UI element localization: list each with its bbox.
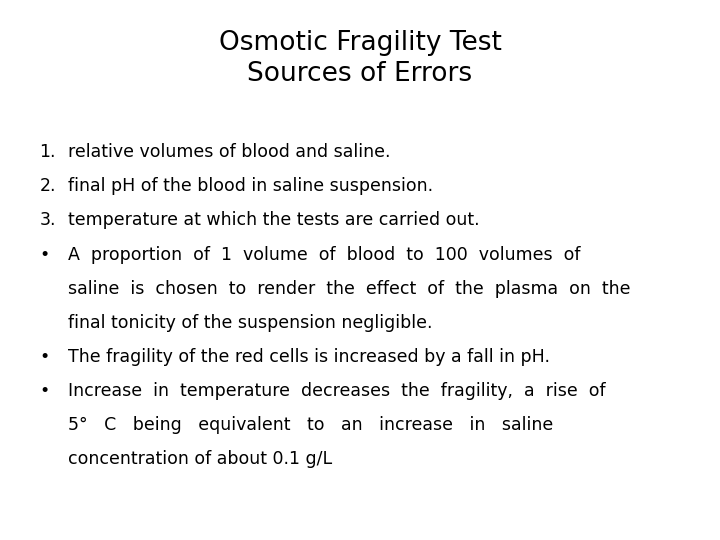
Text: 1.: 1. [40,143,56,161]
Text: Increase  in  temperature  decreases  the  fragility,  a  rise  of: Increase in temperature decreases the fr… [68,382,606,400]
Text: final pH of the blood in saline suspension.: final pH of the blood in saline suspensi… [68,177,433,195]
Text: concentration of about 0.1 g/L: concentration of about 0.1 g/L [68,450,333,468]
Text: final tonicity of the suspension negligible.: final tonicity of the suspension negligi… [68,314,433,332]
Text: •: • [40,246,50,264]
Text: 2.: 2. [40,177,56,195]
Text: Osmotic Fragility Test
Sources of Errors: Osmotic Fragility Test Sources of Errors [219,30,501,87]
Text: •: • [40,348,50,366]
Text: temperature at which the tests are carried out.: temperature at which the tests are carri… [68,211,480,229]
Text: 5°   C   being   equivalent   to   an   increase   in   saline: 5° C being equivalent to an increase in … [68,416,554,434]
Text: 3.: 3. [40,211,56,229]
Text: A  proportion  of  1  volume  of  blood  to  100  volumes  of: A proportion of 1 volume of blood to 100… [68,246,581,264]
Text: relative volumes of blood and saline.: relative volumes of blood and saline. [68,143,391,161]
Text: •: • [40,382,50,400]
Text: The fragility of the red cells is increased by a fall in pH.: The fragility of the red cells is increa… [68,348,550,366]
Text: saline  is  chosen  to  render  the  effect  of  the  plasma  on  the: saline is chosen to render the effect of… [68,280,631,298]
